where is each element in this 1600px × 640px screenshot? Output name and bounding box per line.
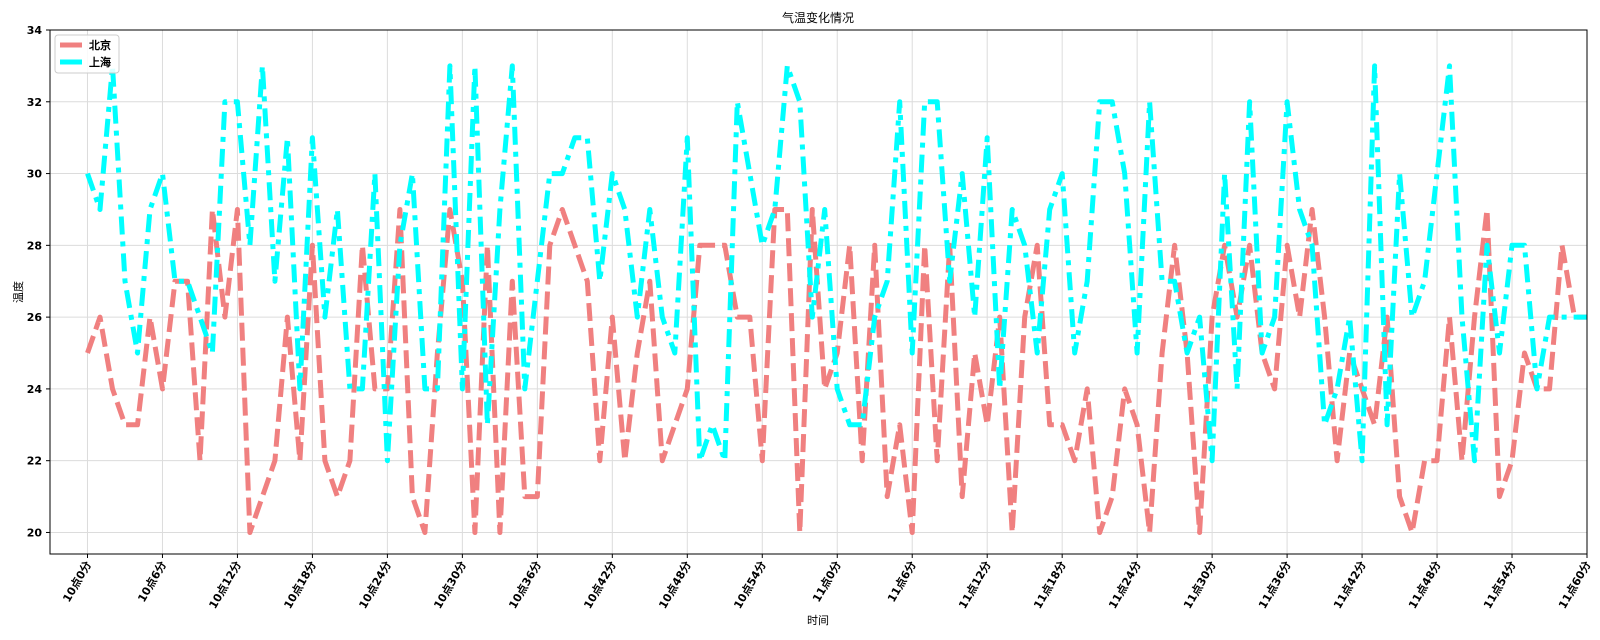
y-tick-label: 32 [27,96,42,109]
legend: 北京 上海 [54,34,120,74]
y-tick-label: 22 [27,455,42,468]
series-layer [85,63,1587,535]
y-tick-label: 24 [27,383,43,396]
y-tick-label: 34 [27,24,43,37]
legend-label-shanghai: 上海 [89,55,111,69]
legend-label-beijing: 北京 [89,38,111,52]
y-tick-label: 28 [27,239,42,252]
chart-title: 气温变化情况 [782,10,854,25]
plot-frame [49,29,1588,555]
x-axis-title: 时间 [807,614,829,627]
series-line-1 [85,63,1587,464]
y-tick-label: 20 [27,526,43,539]
y-tick-label: 30 [27,168,43,181]
y-axis-title: 温度 [11,281,25,303]
y-axis: 20 22 24 26 28 30 32 34 [27,24,50,539]
y-tick-label: 26 [27,311,43,324]
